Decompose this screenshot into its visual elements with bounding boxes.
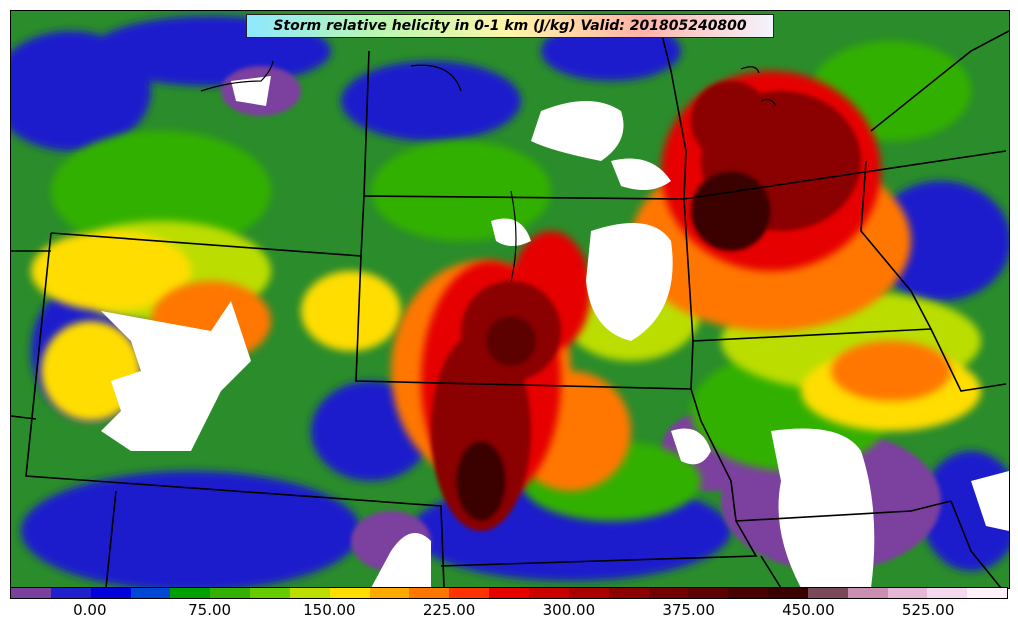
colorbar-segment <box>927 588 967 598</box>
colorbar-segment <box>170 588 210 598</box>
colorbar-segment <box>808 588 848 598</box>
colorbar-segment <box>210 588 250 598</box>
colorbar-segment <box>688 588 728 598</box>
colorbar-segment <box>370 588 410 598</box>
colorbar <box>10 587 1008 599</box>
colorbar-segment <box>649 588 689 598</box>
colorbar-tick-label: 450.00 <box>782 601 835 619</box>
colorbar-segment <box>409 588 449 598</box>
colorbar-tick-label: 375.00 <box>662 601 715 619</box>
map-panel <box>10 10 1010 589</box>
colorbar-segment <box>967 588 1007 598</box>
colorbar-tick-labels: 0.00 75.00 150.00 225.00 300.00 375.00 450.00 5… <box>10 601 1008 623</box>
colorbar-segment <box>848 588 888 598</box>
colorbar-segment <box>449 588 489 598</box>
map-title-box: Storm relative helicity in 0-1 km (J/kg)… <box>246 14 774 38</box>
colorbar-segment <box>888 588 928 598</box>
colorbar-segment <box>728 588 768 598</box>
colorbar-tick-label: 0.00 <box>73 601 106 619</box>
colorbar-segment <box>131 588 171 598</box>
colorbar-segment <box>529 588 569 598</box>
colorbar-tick-label: 75.00 <box>188 601 231 619</box>
colorbar-tick-label: 225.00 <box>423 601 476 619</box>
colorbar-segment <box>489 588 529 598</box>
colorbar-tick-label: 150.00 <box>303 601 356 619</box>
colorbar-segment <box>250 588 290 598</box>
map-title: Storm relative helicity in 0-1 km (J/kg)… <box>273 18 746 34</box>
colorbar-segment <box>51 588 91 598</box>
colorbar-segment <box>11 588 51 598</box>
helicity-map <box>11 11 1009 588</box>
colorbar-segment <box>569 588 609 598</box>
colorbar-segment <box>609 588 649 598</box>
colorbar-tick-label: 525.00 <box>902 601 955 619</box>
colorbar-segment <box>290 588 330 598</box>
colorbar-segment <box>768 588 808 598</box>
colorbar-segment <box>91 588 131 598</box>
colorbar-tick-label: 300.00 <box>543 601 596 619</box>
colorbar-segment <box>330 588 370 598</box>
